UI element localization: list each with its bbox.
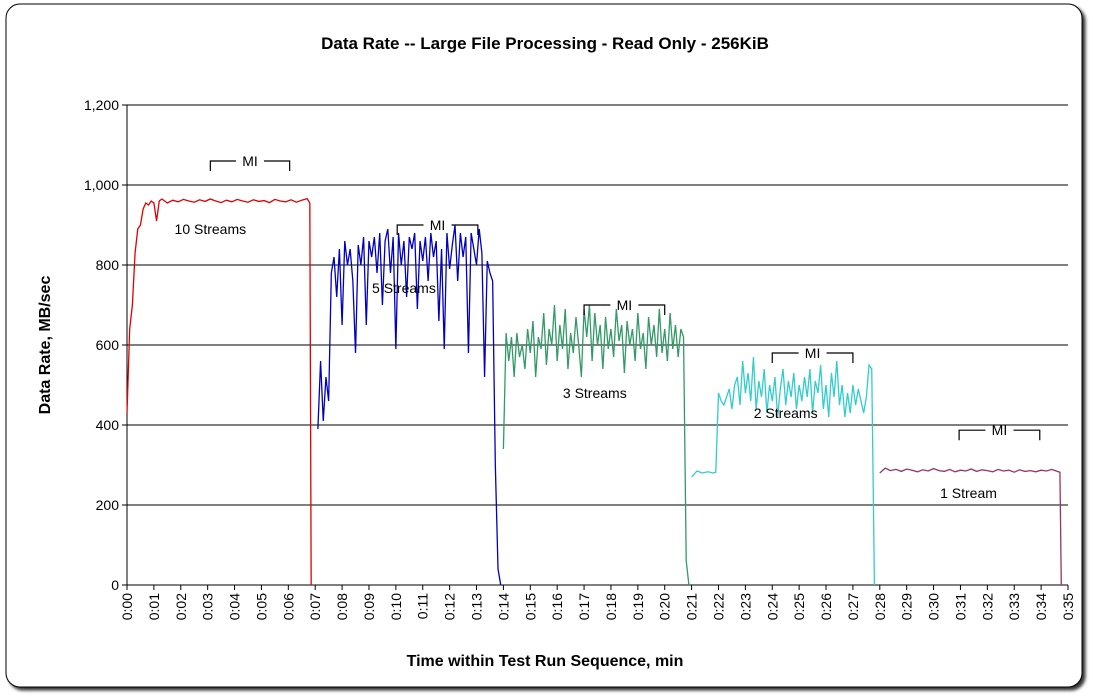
mi-bracket xyxy=(771,352,854,363)
x-tick-label: 0:20 xyxy=(657,593,673,620)
mi-label: MI xyxy=(430,217,446,233)
x-tick-label: 0:22 xyxy=(710,593,726,620)
x-tick-label: 0:26 xyxy=(818,593,834,620)
x-tick-label: 0:08 xyxy=(334,593,350,620)
x-tick-label: 0:05 xyxy=(253,593,269,620)
x-tick-label: 0:25 xyxy=(791,593,807,620)
x-tick-label: 0:02 xyxy=(173,593,189,620)
x-tick-label: 0:06 xyxy=(280,593,296,620)
y-tick-label: 1,200 xyxy=(84,97,119,113)
x-tick-label: 0:32 xyxy=(979,593,995,620)
x-tick-label: 0:13 xyxy=(469,593,485,620)
x-tick-label: 0:03 xyxy=(200,593,216,620)
y-tick-label: 0 xyxy=(111,577,119,593)
x-tick-label: 0:04 xyxy=(227,593,243,620)
series-line xyxy=(126,197,312,586)
series-label: 10 Streams xyxy=(175,221,247,237)
x-axis-title: Time within Test Run Sequence, min xyxy=(407,653,684,670)
y-tick-label: 600 xyxy=(96,337,120,353)
x-tick-label: 0:15 xyxy=(522,593,538,620)
mi-bracket xyxy=(396,224,479,235)
x-tick-label: 0:09 xyxy=(361,593,377,620)
x-tick-label: 0:07 xyxy=(307,593,323,620)
mi-label: MI xyxy=(805,345,821,361)
x-tick-label: 0:17 xyxy=(576,593,592,620)
mi-bracket xyxy=(958,429,1041,441)
x-tick-label: 0:16 xyxy=(549,593,565,620)
mi-label: MI xyxy=(992,422,1008,438)
series-line xyxy=(691,356,876,586)
x-tick-label: 0:00 xyxy=(119,593,135,620)
y-tick-label: 200 xyxy=(96,497,120,513)
x-tick-label: 0:27 xyxy=(845,593,861,620)
mi-bracket xyxy=(583,304,666,315)
x-tick-label: 0:14 xyxy=(495,593,511,620)
x-tick-label: 0:18 xyxy=(603,593,619,620)
x-tick-label: 0:31 xyxy=(952,593,968,620)
x-tick-label: 0:33 xyxy=(1006,593,1022,620)
series-line xyxy=(502,304,690,586)
series-label: 1 Stream xyxy=(940,485,997,501)
series-label: 2 Streams xyxy=(754,405,818,421)
x-tick-label: 0:11 xyxy=(415,593,431,619)
series-label: 5 Streams xyxy=(372,280,436,296)
chart-title: Data Rate -- Large File Processing - Rea… xyxy=(321,34,769,53)
x-tick-label: 0:10 xyxy=(388,593,404,620)
y-tick-label: 1,000 xyxy=(84,177,119,193)
series-line xyxy=(317,224,502,586)
mi-label: MI xyxy=(242,153,258,169)
x-tick-label: 0:19 xyxy=(630,593,646,620)
x-tick-label: 0:28 xyxy=(872,593,888,620)
x-tick-label: 0:35 xyxy=(1060,593,1076,620)
mi-label: MI xyxy=(617,297,633,313)
x-tick-label: 0:29 xyxy=(899,593,915,620)
mi-bracket xyxy=(209,160,291,171)
y-tick-label: 400 xyxy=(96,417,120,433)
y-axis-title: Data Rate, MB/sec xyxy=(37,276,54,415)
x-tick-label: 0:21 xyxy=(684,593,700,620)
series-line xyxy=(879,467,1062,586)
x-tick-label: 0:12 xyxy=(442,593,458,620)
x-tick-label: 0:34 xyxy=(1033,593,1049,620)
x-tick-label: 0:24 xyxy=(764,593,780,620)
x-tick-label: 0:30 xyxy=(926,593,942,620)
x-tick-label: 0:01 xyxy=(146,593,162,620)
series-label: 3 Streams xyxy=(563,385,627,401)
y-tick-label: 800 xyxy=(96,257,120,273)
x-tick-label: 0:23 xyxy=(737,593,753,620)
